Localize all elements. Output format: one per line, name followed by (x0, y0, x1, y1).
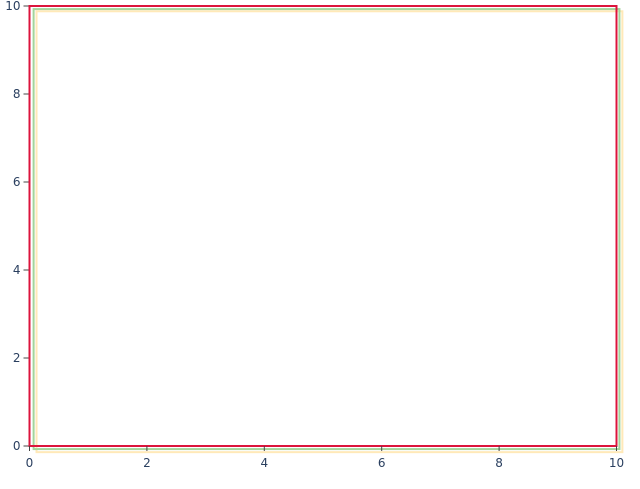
y-tick-label: 4 (13, 263, 21, 277)
y-tick-label: 0 (13, 439, 21, 453)
rect-shape-0 (35, 10, 624, 454)
x-tick-label: 4 (260, 456, 268, 470)
y-tick-label: 2 (13, 351, 21, 365)
y-tick-label: 10 (5, 0, 20, 13)
x-tick-label: 0 (26, 456, 34, 470)
y-tick-label: 8 (13, 87, 21, 101)
y-axis: 0 2 4 6 8 10 (5, 0, 29, 453)
rect-shape-2 (28, 5, 618, 447)
x-tick-label: 2 (143, 456, 151, 470)
y-tick-label: 6 (13, 175, 21, 189)
x-tick-label: 10 (609, 456, 624, 470)
x-axis: 0 2 4 6 8 10 (26, 446, 624, 470)
shapes-layer (28, 5, 624, 454)
x-tick-label: 8 (495, 456, 503, 470)
rect-shape-1 (32, 8, 621, 451)
x-tick-label: 6 (378, 456, 386, 470)
